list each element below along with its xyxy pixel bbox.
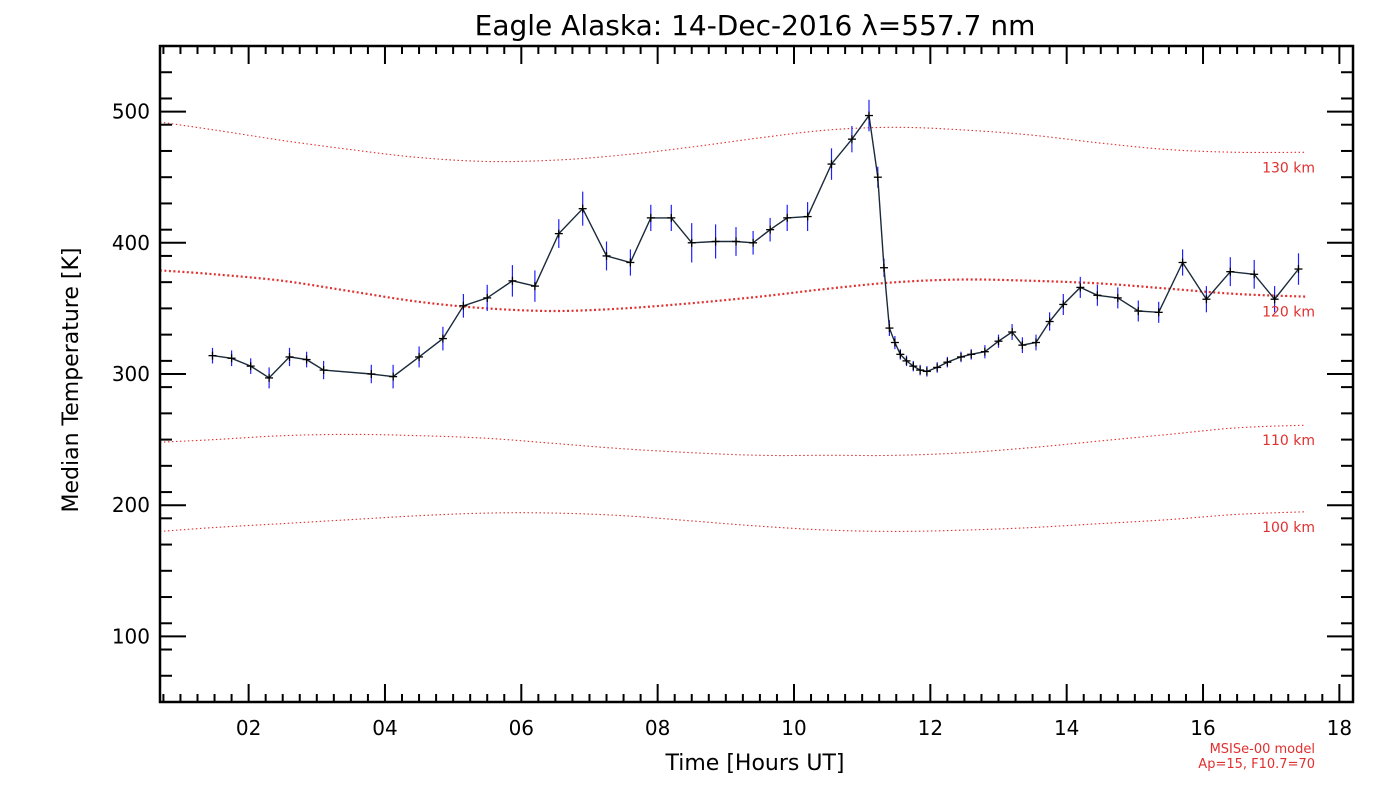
data-point [902,356,911,365]
data-point [1226,267,1235,276]
x-tick-label: 10 [781,716,806,740]
data-point [667,213,676,222]
data-point [367,370,376,378]
data-point [687,238,696,247]
x-tick-label: 02 [236,716,261,740]
data-point [896,350,905,359]
data-point [208,351,217,360]
measured-series [208,99,1303,389]
data-point [246,362,255,371]
x-tick-label: 08 [645,716,670,740]
data-point [1045,317,1054,326]
model-curve-130-km [159,121,1306,163]
x-axis-label: Time [Hours UT] [665,751,845,776]
data-point [909,362,918,371]
model-note: MSISe-00 model [1210,742,1315,757]
y-axis-label: Median Temperature [K] [59,248,84,513]
data-point [646,213,655,222]
data-point [922,367,931,376]
model-curves [159,121,1306,532]
data-point [554,229,563,238]
data-point [1250,270,1259,279]
y-tick-label: 500 [112,100,150,124]
model-curve-100-km [159,511,1306,532]
model-labels: 130 km 120 km 110 km 100 km [1262,160,1315,536]
data-point [626,258,635,267]
data-point [803,212,812,221]
data-point [1113,293,1122,302]
x-tick-label: 12 [918,716,943,740]
data-point [415,352,424,361]
data-point [1270,295,1279,304]
plot-frame [158,44,1355,704]
data-point [302,355,311,364]
measured-line [212,113,1300,379]
data-point [933,363,942,372]
model-label-120-km: 120 km [1262,305,1315,321]
data-point [980,347,989,356]
y-tick-label: 300 [112,362,150,386]
data-point [1154,308,1163,317]
data-point [890,338,899,347]
data-point [1178,258,1187,267]
data-point [783,213,792,222]
data-point [227,354,236,363]
data-point [885,324,894,333]
data-point [873,173,882,182]
data-point [389,372,398,381]
y-tick-label: 400 [112,231,150,255]
data-point [285,352,294,361]
data-point [483,293,492,302]
data-point [847,135,856,144]
x-tick-label: 04 [372,716,397,740]
x-tick-label: 14 [1054,716,1079,740]
data-point [1059,300,1068,309]
model-params-note: Ap=15, F10.7=70 [1198,757,1315,772]
data-point [749,238,758,247]
data-point [438,334,447,343]
data-point [766,225,775,234]
data-point [943,358,952,367]
y-tick-label: 100 [112,624,150,648]
data-point [957,352,966,361]
data-point [1134,307,1143,316]
chart-title: Eagle Alaska: 14-Dec-2016 λ=557.7 nm [475,9,1036,42]
axis-ticks: 02 04 06 08 10 12 14 16 18 100 200 300 400 500 [112,45,1353,740]
data-point [1202,295,1211,304]
data-point [864,111,873,120]
data-point [578,204,587,213]
data-point [1093,291,1102,300]
data-point [732,237,741,246]
data-point [1076,283,1085,292]
data-point [1294,265,1303,274]
data-point [265,373,274,382]
model-curve-110-km [159,424,1306,457]
model-label-100-km: 100 km [1262,520,1315,536]
data-point [1032,338,1041,347]
data-point [319,366,328,375]
data-point [916,366,925,375]
data-point [602,251,611,260]
y-tick-label: 200 [112,493,150,517]
x-tick-label: 18 [1327,716,1352,740]
model-curve-120-km [159,269,1306,313]
data-point [967,350,976,359]
x-tick-label: 06 [509,716,534,740]
model-label-130-km: 130 km [1262,160,1315,176]
model-label-110-km: 110 km [1262,433,1315,449]
data-point [1018,341,1027,350]
data-point [827,160,836,169]
data-point [459,301,468,310]
data-point [994,337,1003,346]
data-point [711,237,720,246]
data-point [530,282,539,291]
data-point [1008,328,1017,337]
x-tick-label: 16 [1190,716,1215,740]
data-point [508,276,517,285]
data-point [879,263,888,272]
